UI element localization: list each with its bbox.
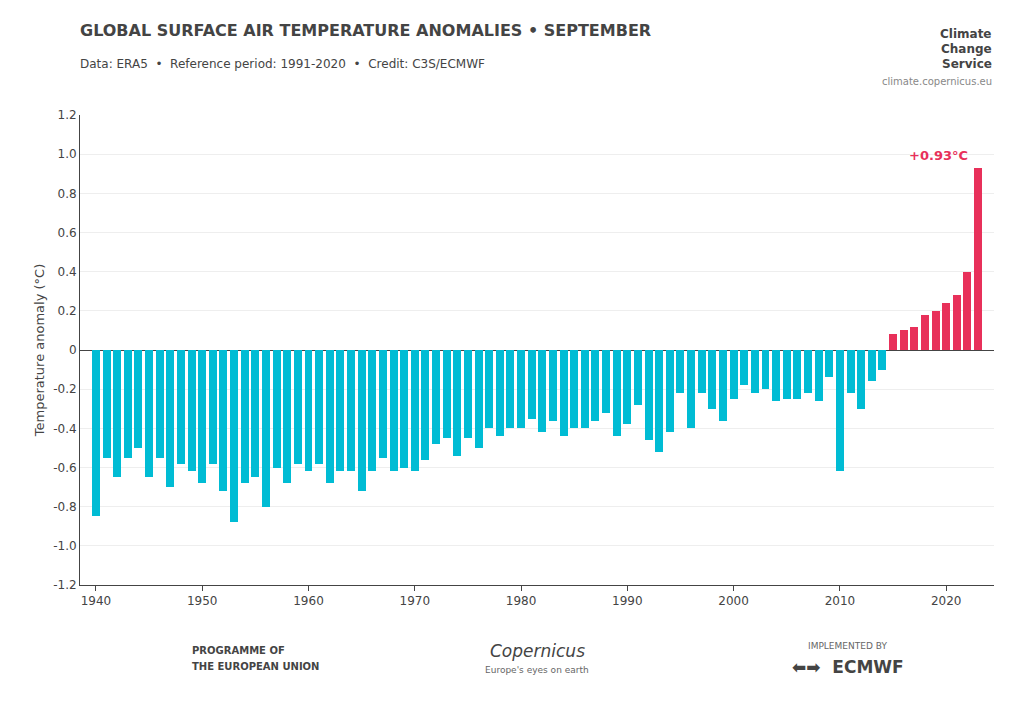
svg-text:1950: 1950 xyxy=(187,594,218,608)
svg-text:+0.93°C: +0.93°C xyxy=(909,148,968,163)
svg-text:0.6: 0.6 xyxy=(58,226,77,240)
svg-text:IMPLEMENTED BY: IMPLEMENTED BY xyxy=(808,641,887,651)
svg-text:-0.2: -0.2 xyxy=(53,382,76,396)
svg-text:⬅➡ ECMWF: ⬅➡ ECMWF xyxy=(792,657,904,677)
svg-text:Copernicus: Copernicus xyxy=(490,641,585,661)
svg-text:2020: 2020 xyxy=(931,594,962,608)
svg-text:1960: 1960 xyxy=(293,594,324,608)
svg-text:Change: Change xyxy=(941,42,992,56)
svg-text:1940: 1940 xyxy=(81,594,112,608)
svg-text:Temperature anomaly (°C): Temperature anomaly (°C) xyxy=(32,264,47,437)
svg-text:GLOBAL SURFACE AIR TEMPERATURE: GLOBAL SURFACE AIR TEMPERATURE ANOMALIES… xyxy=(80,21,651,40)
svg-text:0.2: 0.2 xyxy=(58,304,77,318)
svg-text:2010: 2010 xyxy=(825,594,856,608)
svg-text:Data: ERA5 • Reference perio: Data: ERA5 • Reference period: 1991-2020… xyxy=(80,57,485,71)
svg-text:1970: 1970 xyxy=(400,594,431,608)
svg-text:-1.2: -1.2 xyxy=(53,578,76,592)
svg-text:0.8: 0.8 xyxy=(58,187,77,201)
svg-text:1.0: 1.0 xyxy=(58,147,77,161)
svg-text:-0.8: -0.8 xyxy=(53,500,76,514)
svg-text:THE EUROPEAN UNION: THE EUROPEAN UNION xyxy=(192,661,320,672)
svg-text:1990: 1990 xyxy=(612,594,643,608)
svg-text:2000: 2000 xyxy=(718,594,749,608)
svg-text:-1.0: -1.0 xyxy=(53,539,76,553)
svg-text:1.2: 1.2 xyxy=(58,108,77,122)
svg-text:Climate: Climate xyxy=(940,27,992,41)
svg-text:Europe's eyes on earth: Europe's eyes on earth xyxy=(485,665,589,675)
svg-text:Service: Service xyxy=(942,57,992,71)
svg-text:-0.6: -0.6 xyxy=(53,461,76,475)
svg-text:0: 0 xyxy=(69,343,77,357)
svg-text:-0.4: -0.4 xyxy=(53,422,76,436)
svg-text:PROGRAMME OF: PROGRAMME OF xyxy=(192,645,285,656)
svg-text:0.4: 0.4 xyxy=(58,265,77,279)
svg-text:1980: 1980 xyxy=(506,594,537,608)
svg-text:climate.copernicus.eu: climate.copernicus.eu xyxy=(882,76,992,87)
